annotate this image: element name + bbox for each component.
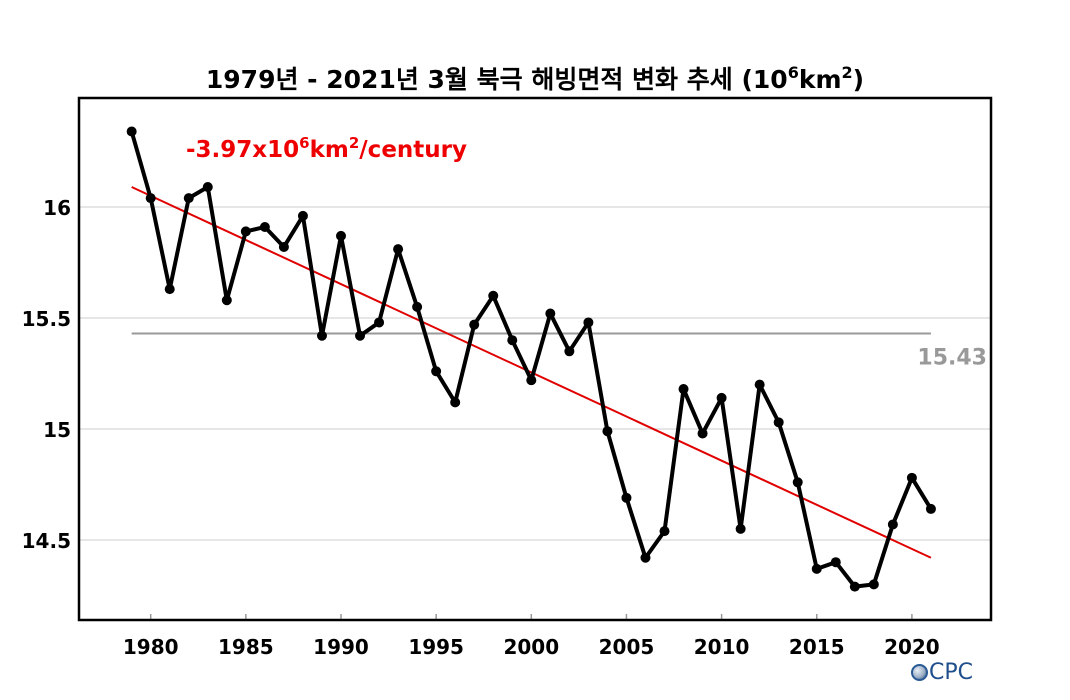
data-point-1998: [488, 290, 499, 301]
data-point-2003: [583, 317, 594, 328]
trend-label: -3.97x106km2/century: [186, 134, 467, 163]
y-axis-ticks: 14.5 15 15.5 16: [22, 196, 71, 553]
data-point-2014: [792, 477, 803, 488]
data-points: [126, 126, 936, 592]
globe-icon: [911, 664, 928, 681]
x-tick-label: 1990: [313, 635, 369, 659]
x-tick-label: 1995: [408, 635, 464, 659]
data-point-2018: [868, 579, 879, 590]
mean-label: 15.43: [917, 346, 987, 371]
data-point-2006: [640, 552, 651, 563]
y-tick-label: 15.5: [22, 307, 71, 331]
data-point-1989: [316, 330, 327, 341]
data-point-1995: [431, 366, 442, 377]
data-point-2013: [773, 417, 784, 428]
data-point-1983: [202, 182, 213, 193]
x-tick-label: 2010: [694, 635, 750, 659]
logo-text: CPC: [929, 660, 973, 685]
data-point-2016: [830, 557, 841, 568]
series-line: [129, 130, 933, 589]
data-point-1985: [240, 226, 251, 237]
data-point-1991: [355, 330, 366, 341]
data-point-1992: [374, 317, 385, 328]
data-point-1981: [164, 284, 175, 295]
chart-title: 1979년 - 2021년 3월 북극 해빙면적 변화 추세 (106km2): [206, 63, 864, 94]
x-axis-ticks: 1980 1985 1990 1995 2000 2005 2010 2015 2020: [123, 614, 940, 659]
cpc-logo: CPC: [911, 660, 973, 685]
data-point-2020: [906, 472, 917, 483]
data-point-2012: [754, 379, 765, 390]
x-tick-label: 1985: [218, 635, 274, 659]
x-tick-label: 2020: [884, 635, 940, 659]
data-point-1982: [183, 193, 194, 204]
x-tick-label: 2005: [599, 635, 655, 659]
data-point-2001: [545, 308, 556, 319]
x-tick-label: 2000: [503, 635, 559, 659]
data-point-1988: [297, 210, 308, 221]
plot-frame: [77, 96, 993, 622]
data-point-2008: [678, 384, 689, 395]
data-point-1993: [393, 244, 404, 255]
data-point-2004: [602, 426, 613, 437]
data-point-1987: [278, 241, 289, 252]
y-tick-label: 14.5: [22, 529, 71, 553]
data-point-2002: [564, 346, 575, 357]
data-point-2017: [849, 581, 860, 592]
grid-lines: [79, 206, 991, 541]
data-point-2015: [811, 563, 822, 574]
data-point-2021: [925, 503, 936, 514]
trend-line: [131, 186, 932, 559]
x-tick-label: 2015: [789, 635, 845, 659]
data-point-2000: [526, 375, 537, 386]
data-point-1979: [126, 126, 137, 137]
y-tick-label: 15: [43, 418, 71, 442]
data-point-2009: [697, 428, 708, 439]
y-tick-label: 16: [43, 196, 71, 220]
data-point-2007: [659, 526, 670, 537]
data-point-2005: [621, 492, 632, 503]
data-point-2010: [716, 392, 727, 403]
data-point-1980: [145, 193, 156, 204]
data-point-1999: [507, 335, 518, 346]
data-point-1994: [412, 301, 423, 312]
data-point-1996: [450, 397, 461, 408]
data-point-1997: [469, 319, 480, 330]
data-point-1984: [221, 295, 232, 306]
data-point-1986: [259, 221, 270, 232]
x-tick-label: 1980: [123, 635, 179, 659]
data-point-1990: [336, 230, 346, 241]
data-point-2019: [887, 519, 898, 530]
data-point-2011: [735, 523, 746, 534]
